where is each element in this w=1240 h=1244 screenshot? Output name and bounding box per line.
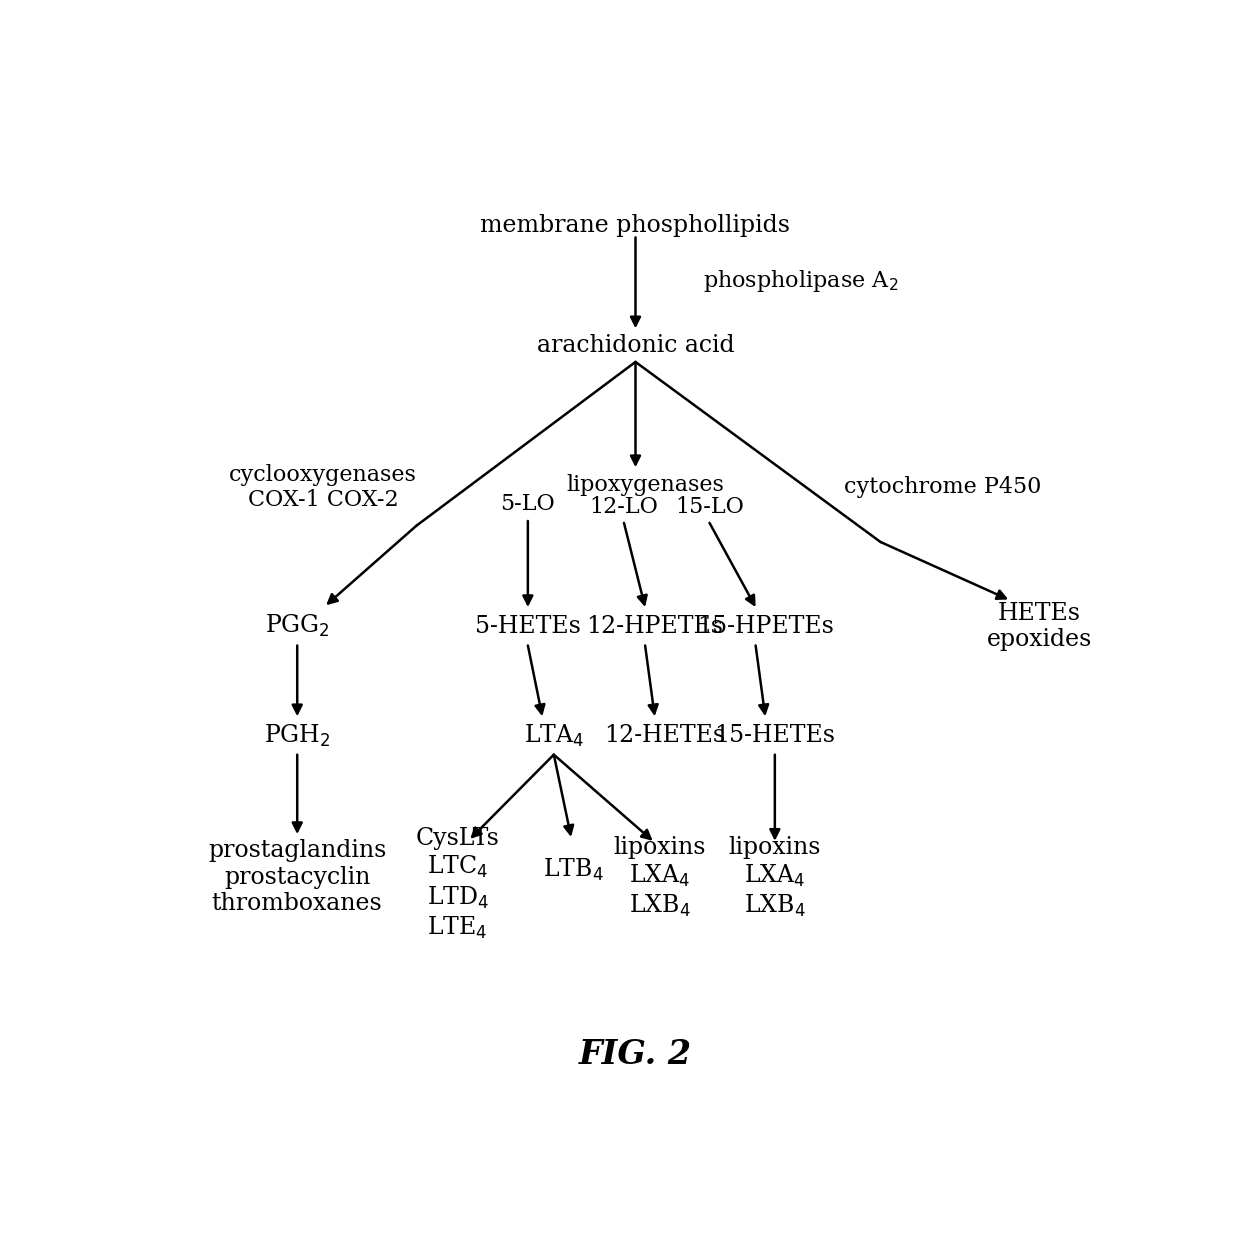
- Text: FIG. 2: FIG. 2: [579, 1037, 692, 1071]
- Text: lipoxins
LXA$_4$
LXB$_4$: lipoxins LXA$_4$ LXB$_4$: [729, 836, 821, 919]
- Text: arachidonic acid: arachidonic acid: [537, 335, 734, 357]
- Text: phospholipase A$_2$: phospholipase A$_2$: [703, 269, 898, 295]
- Text: 15-HPETEs: 15-HPETEs: [697, 615, 833, 638]
- Text: 15-HETEs: 15-HETEs: [714, 724, 836, 746]
- Text: 12-HETEs: 12-HETEs: [604, 724, 725, 746]
- Text: 12-HPETEs: 12-HPETEs: [587, 615, 723, 638]
- Text: lipoxygenases: lipoxygenases: [567, 474, 724, 495]
- Text: prostaglandins
prostacyclin
thromboxanes: prostaglandins prostacyclin thromboxanes: [208, 840, 387, 916]
- Text: LTA$_4$: LTA$_4$: [523, 723, 584, 749]
- Text: PGH$_2$: PGH$_2$: [264, 723, 331, 749]
- Text: 5-LO: 5-LO: [501, 493, 556, 515]
- Text: LTB$_4$: LTB$_4$: [543, 857, 604, 883]
- Text: HETEs
epoxides: HETEs epoxides: [987, 602, 1091, 651]
- Text: 5-HETEs: 5-HETEs: [475, 615, 580, 638]
- Text: cytochrome P450: cytochrome P450: [844, 476, 1042, 499]
- Text: CysLTs
LTC$_4$
LTD$_4$
LTE$_4$: CysLTs LTC$_4$ LTD$_4$ LTE$_4$: [415, 827, 500, 940]
- Text: 15-LO: 15-LO: [675, 495, 744, 518]
- Text: lipoxins
LXA$_4$
LXB$_4$: lipoxins LXA$_4$ LXB$_4$: [614, 836, 706, 919]
- Text: 12-LO: 12-LO: [589, 495, 658, 518]
- Text: membrane phosphollipids: membrane phosphollipids: [481, 214, 791, 238]
- Text: PGG$_2$: PGG$_2$: [265, 613, 330, 639]
- Text: cyclooxygenases
COX-1 COX-2: cyclooxygenases COX-1 COX-2: [229, 464, 417, 511]
